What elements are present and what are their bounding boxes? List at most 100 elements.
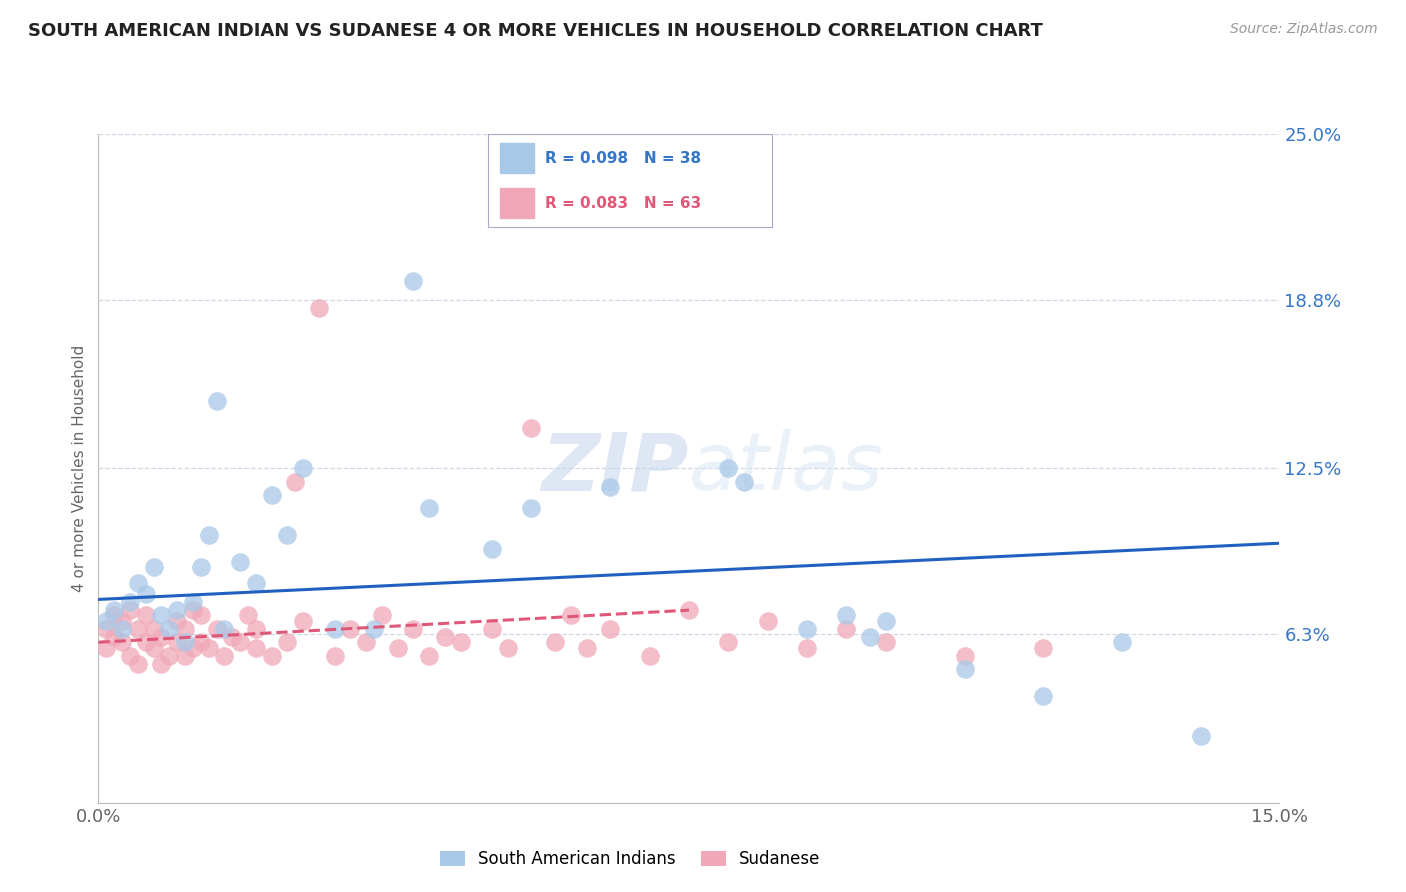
Point xyxy=(166,603,188,617)
Point xyxy=(418,501,440,516)
Point xyxy=(181,603,204,617)
Point xyxy=(174,648,197,663)
Point xyxy=(1189,729,1212,743)
Point xyxy=(150,630,173,644)
Point xyxy=(135,587,157,601)
Point xyxy=(433,630,456,644)
Point xyxy=(717,461,740,475)
Point xyxy=(142,560,165,574)
Point xyxy=(142,622,165,636)
Point xyxy=(103,608,125,623)
Point xyxy=(103,603,125,617)
Point xyxy=(354,635,377,649)
Point xyxy=(111,614,134,628)
Point xyxy=(103,630,125,644)
Point xyxy=(221,630,243,644)
Point xyxy=(276,528,298,542)
Point xyxy=(166,635,188,649)
Point xyxy=(166,614,188,628)
Text: Source: ZipAtlas.com: Source: ZipAtlas.com xyxy=(1230,22,1378,37)
Point xyxy=(363,622,385,636)
Point xyxy=(157,622,180,636)
Point xyxy=(520,421,543,435)
Point xyxy=(150,657,173,671)
Point xyxy=(796,622,818,636)
Point xyxy=(496,640,519,655)
Point xyxy=(292,461,315,475)
Point xyxy=(118,603,141,617)
Point xyxy=(157,648,180,663)
Point xyxy=(229,635,252,649)
Point xyxy=(214,622,236,636)
Point xyxy=(520,501,543,516)
Point xyxy=(875,635,897,649)
Point xyxy=(127,657,149,671)
Point xyxy=(402,622,425,636)
Point xyxy=(717,635,740,649)
Point xyxy=(118,648,141,663)
Point xyxy=(953,648,976,663)
Point xyxy=(481,622,503,636)
Point xyxy=(450,635,472,649)
Point xyxy=(197,528,219,542)
Point xyxy=(387,640,409,655)
Legend: South American Indians, Sudanese: South American Indians, Sudanese xyxy=(433,844,827,875)
Point xyxy=(245,622,267,636)
Point xyxy=(599,480,621,494)
Point xyxy=(205,622,228,636)
Y-axis label: 4 or more Vehicles in Household: 4 or more Vehicles in Household xyxy=(72,344,87,592)
Point xyxy=(1032,640,1054,655)
Point xyxy=(236,608,259,623)
Point xyxy=(284,475,307,489)
Point xyxy=(96,640,118,655)
Point xyxy=(127,576,149,591)
Point xyxy=(205,394,228,409)
Point xyxy=(260,488,283,502)
Point xyxy=(197,640,219,655)
Point xyxy=(142,640,165,655)
Point xyxy=(953,662,976,676)
Point xyxy=(214,648,236,663)
Point xyxy=(308,301,330,315)
Point xyxy=(835,608,858,623)
Point xyxy=(127,622,149,636)
Point xyxy=(292,614,315,628)
Point xyxy=(245,576,267,591)
Point xyxy=(276,635,298,649)
Point xyxy=(190,560,212,574)
Text: SOUTH AMERICAN INDIAN VS SUDANESE 4 OR MORE VEHICLES IN HOUSEHOLD CORRELATION CH: SOUTH AMERICAN INDIAN VS SUDANESE 4 OR M… xyxy=(28,22,1043,40)
Point xyxy=(323,622,346,636)
Point xyxy=(323,648,346,663)
Point xyxy=(111,622,134,636)
Point xyxy=(181,640,204,655)
Point xyxy=(96,614,118,628)
Point xyxy=(190,608,212,623)
Point xyxy=(1032,689,1054,703)
Point xyxy=(371,608,394,623)
Point xyxy=(96,622,118,636)
Point xyxy=(756,614,779,628)
Point xyxy=(339,622,361,636)
Text: ZIP: ZIP xyxy=(541,429,689,508)
Point xyxy=(733,475,755,489)
Point xyxy=(835,622,858,636)
Point xyxy=(544,635,567,649)
Text: atlas: atlas xyxy=(689,429,884,508)
Point xyxy=(135,635,157,649)
Point xyxy=(560,608,582,623)
Point xyxy=(245,640,267,655)
Point xyxy=(481,541,503,556)
Point xyxy=(118,595,141,609)
Point xyxy=(1111,635,1133,649)
Point xyxy=(796,640,818,655)
Point xyxy=(859,630,882,644)
Point xyxy=(111,635,134,649)
Point xyxy=(260,648,283,663)
Point xyxy=(875,614,897,628)
Point xyxy=(229,555,252,569)
Point xyxy=(135,608,157,623)
Point xyxy=(418,648,440,663)
Point xyxy=(678,603,700,617)
Point xyxy=(638,648,661,663)
Point xyxy=(174,622,197,636)
